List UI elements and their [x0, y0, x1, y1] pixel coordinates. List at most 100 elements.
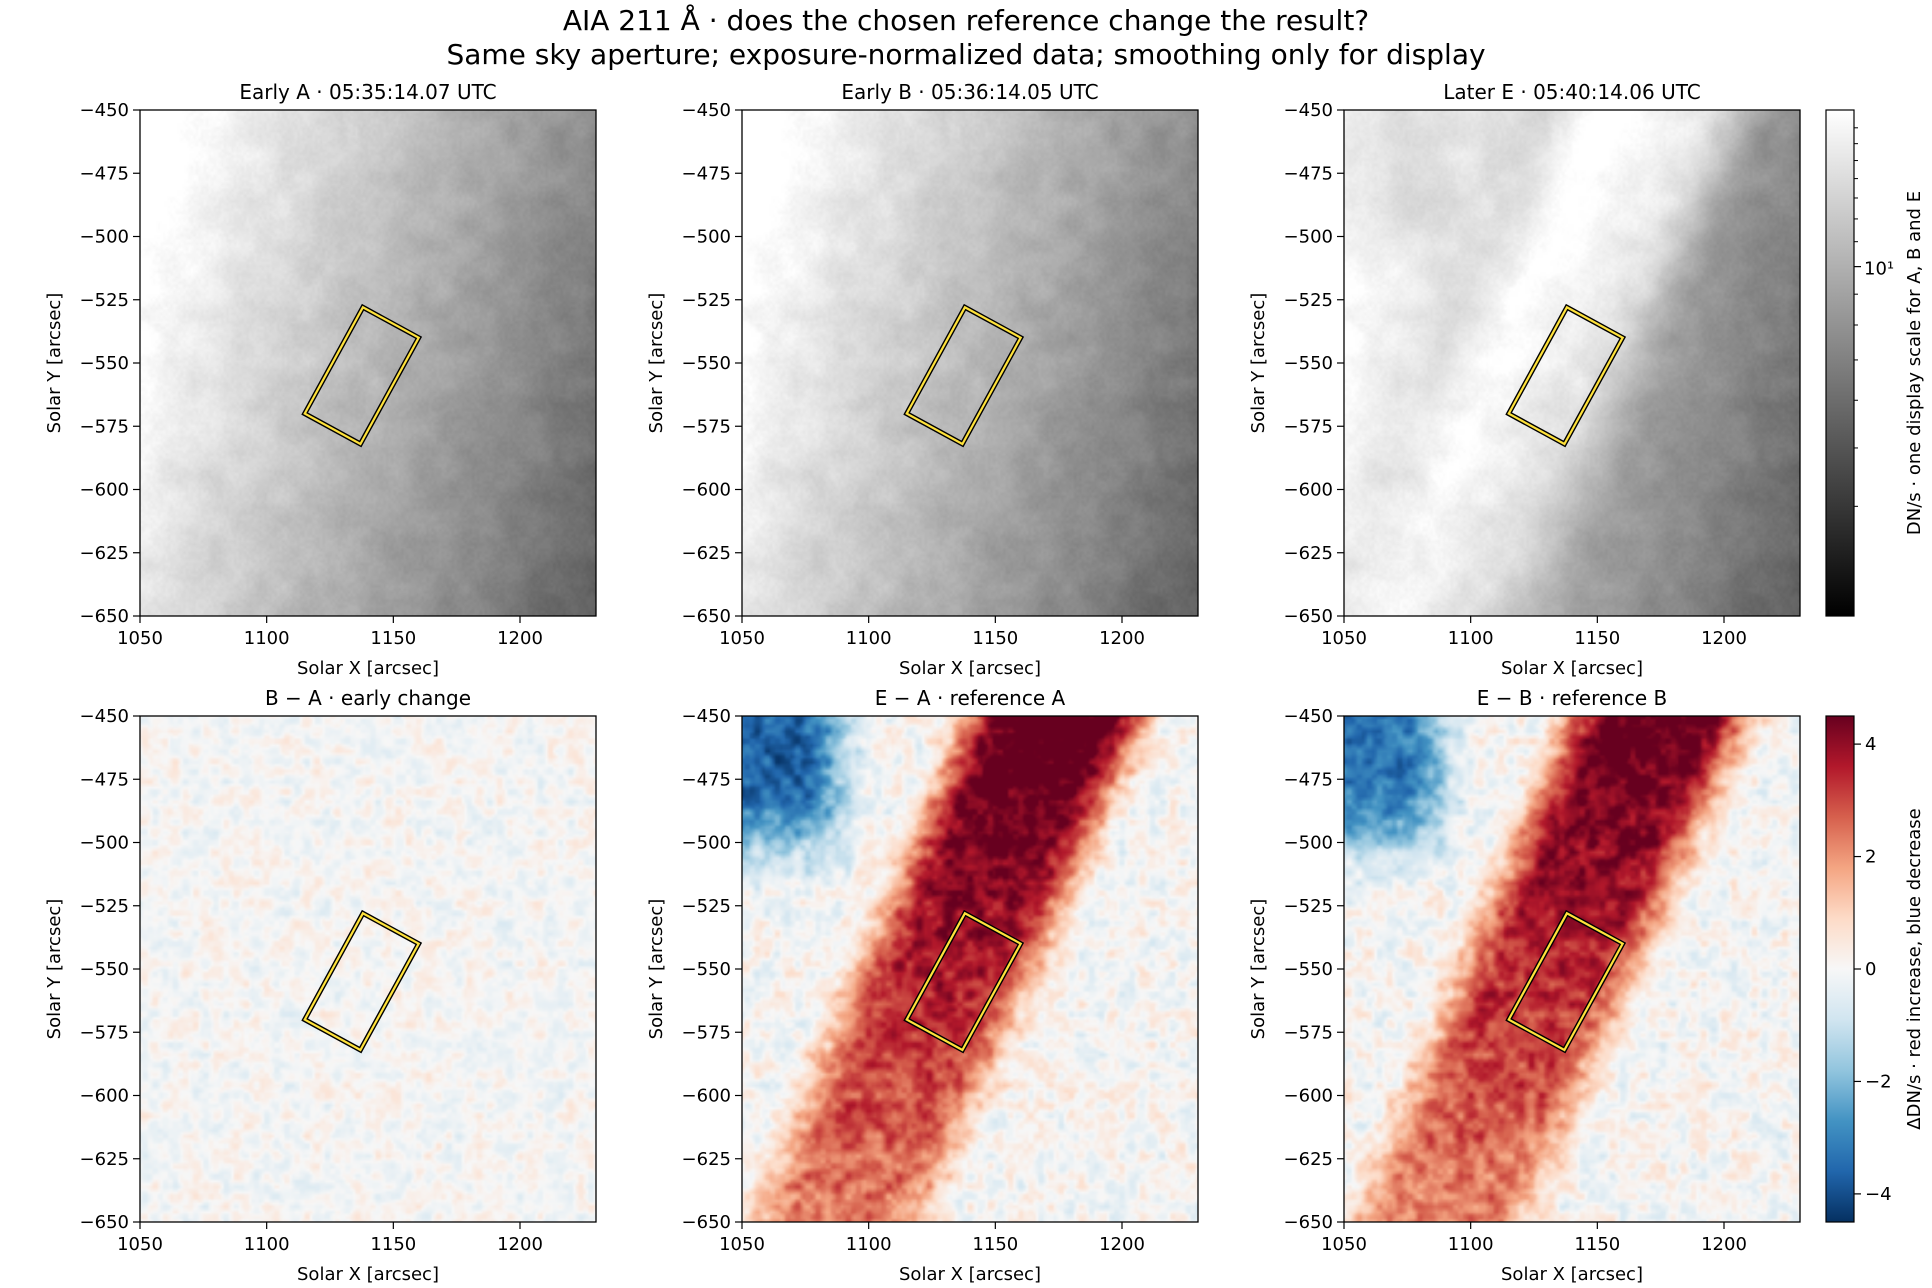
panel-3-ytick-label: −525	[1284, 290, 1333, 311]
panel-6-ylabel: Solar Y [arcsec]	[1248, 899, 1269, 1040]
panel-2-ytick-label: −600	[682, 480, 731, 501]
panel-2-title: Early B · 05:36:14.05 UTC	[841, 80, 1098, 104]
panel-6-xtick-label: 1200	[1701, 1234, 1747, 1255]
panel-5-ylabel: Solar Y [arcsec]	[646, 899, 667, 1040]
figure-title-line2: Same sky aperture; exposure-normalized d…	[446, 38, 1486, 71]
panel-5-ytick-label: −550	[682, 959, 731, 980]
difference-colorbar-tick-label: 4	[1865, 734, 1876, 755]
panel-5-xtick-label: 1100	[846, 1234, 892, 1255]
panel-2-ytick-label: −475	[682, 163, 731, 184]
figure-title-line1: AIA 211 Å · does the chosen reference ch…	[562, 4, 1370, 37]
panel-5-ytick-label: −475	[682, 769, 731, 790]
panel-3-xtick-label: 1050	[1321, 628, 1367, 649]
panel-3-ytick-label: −550	[1284, 353, 1333, 374]
panel-3-ytick-label: −575	[1284, 416, 1333, 437]
panel-6-ytick-label: −600	[1284, 1086, 1333, 1107]
panel-1-xtick-label: 1150	[370, 628, 416, 649]
panel-2-xtick-label: 1050	[719, 628, 765, 649]
panel-3-ytick-label: −650	[1284, 606, 1333, 627]
panel-3-ytick-label: −450	[1284, 100, 1333, 121]
panel-6-ytick-label: −650	[1284, 1212, 1333, 1233]
panel-5-ytick-label: −450	[682, 706, 731, 727]
panel-5-xtick-label: 1050	[719, 1234, 765, 1255]
panel-1-ytick-label: −550	[80, 353, 129, 374]
panel-1-xlabel: Solar X [arcsec]	[297, 658, 439, 679]
panel-4-ytick-label: −600	[80, 1086, 129, 1107]
panel-2-ytick-label: −550	[682, 353, 731, 374]
panel-1-ytick-label: −625	[80, 543, 129, 564]
panel-4-ytick-label: −500	[80, 833, 129, 854]
panel-6-xtick-label: 1100	[1448, 1234, 1494, 1255]
panel-6-heatmap	[1344, 716, 1800, 1222]
panel-5-aperture	[905, 911, 1023, 1052]
panel-4-xlabel: Solar X [arcsec]	[297, 1264, 439, 1285]
panel-5-title: E − A · reference A	[875, 686, 1066, 710]
panel-6-ytick-label: −475	[1284, 769, 1333, 790]
panel-2-xtick-label: 1150	[972, 628, 1018, 649]
panel-1-ytick-label: −475	[80, 163, 129, 184]
intensity-colorbar	[1825, 109, 1855, 617]
panel-3-xtick-label: 1200	[1701, 628, 1747, 649]
panel-4-ytick-label: −450	[80, 706, 129, 727]
panel-3-title: Later E · 05:40:14.06 UTC	[1443, 80, 1700, 104]
panel-5-ytick-label: −625	[682, 1149, 731, 1170]
panel-3-xlabel: Solar X [arcsec]	[1501, 658, 1643, 679]
panel-3-aperture	[1507, 305, 1625, 446]
panel-5-ytick-label: −500	[682, 833, 731, 854]
panel-4-ytick-label: −475	[80, 769, 129, 790]
panel-1-ytick-label: −575	[80, 416, 129, 437]
panel-3-heatmap	[1344, 110, 1800, 616]
panel-2-ylabel: Solar Y [arcsec]	[646, 293, 667, 434]
panel-5-xtick-label: 1200	[1099, 1234, 1145, 1255]
panel-2-aperture	[905, 305, 1023, 446]
panel-6-ytick-label: −575	[1284, 1022, 1333, 1043]
panel-2-xlabel: Solar X [arcsec]	[899, 658, 1041, 679]
panel-6-ytick-label: −550	[1284, 959, 1333, 980]
panel-1-title: Early A · 05:35:14.07 UTC	[239, 80, 496, 104]
intensity-colorbar-tick-label: 10¹	[1864, 259, 1894, 280]
panel-3-ylabel: Solar Y [arcsec]	[1248, 293, 1269, 434]
panel-2-ytick-label: −575	[682, 416, 731, 437]
panel-5-xtick-label: 1150	[972, 1234, 1018, 1255]
panel-4-heatmap	[140, 716, 596, 1222]
panel-5-xlabel: Solar X [arcsec]	[899, 1264, 1041, 1285]
panel-4-ytick-label: −550	[80, 959, 129, 980]
panel-1-ylabel: Solar Y [arcsec]	[44, 293, 65, 434]
panel-3-ytick-label: −625	[1284, 543, 1333, 564]
panel-4-ytick-label: −575	[80, 1022, 129, 1043]
panel-1-ytick-label: −500	[80, 227, 129, 248]
panel-2-ytick-label: −525	[682, 290, 731, 311]
panel-1-xtick-label: 1050	[117, 628, 163, 649]
panel-4-title: B − A · early change	[265, 686, 471, 710]
panel-5-ytick-label: −575	[682, 1022, 731, 1043]
panel-3-xtick-label: 1150	[1574, 628, 1620, 649]
panel-6-ytick-label: −500	[1284, 833, 1333, 854]
difference-colorbar-tick-label: −4	[1865, 1184, 1892, 1205]
panel-3-xtick-label: 1100	[1448, 628, 1494, 649]
panel-5-ytick-label: −525	[682, 896, 731, 917]
panel-4-ylabel: Solar Y [arcsec]	[44, 899, 65, 1040]
panel-4-xtick-label: 1100	[244, 1234, 290, 1255]
panel-3-ytick-label: −500	[1284, 227, 1333, 248]
difference-colorbar-label: ΔDN/s · red increase, blue decrease	[1904, 808, 1925, 1129]
panel-2-xtick-label: 1100	[846, 628, 892, 649]
panel-4-aperture	[303, 911, 421, 1052]
panel-6-ytick-label: −525	[1284, 896, 1333, 917]
panel-6-ytick-label: −450	[1284, 706, 1333, 727]
difference-colorbar-tick-label: 0	[1865, 959, 1876, 980]
panel-6-xlabel: Solar X [arcsec]	[1501, 1264, 1643, 1285]
difference-colorbar	[1825, 715, 1855, 1223]
panel-5-ytick-label: −600	[682, 1086, 731, 1107]
panel-5-ytick-label: −650	[682, 1212, 731, 1233]
difference-colorbar-tick-label: 2	[1865, 847, 1876, 868]
panel-2-ytick-label: −625	[682, 543, 731, 564]
panel-1-ytick-label: −450	[80, 100, 129, 121]
panel-2-ytick-label: −500	[682, 227, 731, 248]
panel-2-ytick-label: −650	[682, 606, 731, 627]
panel-1-ytick-label: −525	[80, 290, 129, 311]
panel-2-heatmap	[742, 110, 1198, 616]
panel-6-ytick-label: −625	[1284, 1149, 1333, 1170]
panel-1-ytick-label: −650	[80, 606, 129, 627]
panel-6-aperture	[1507, 911, 1625, 1052]
